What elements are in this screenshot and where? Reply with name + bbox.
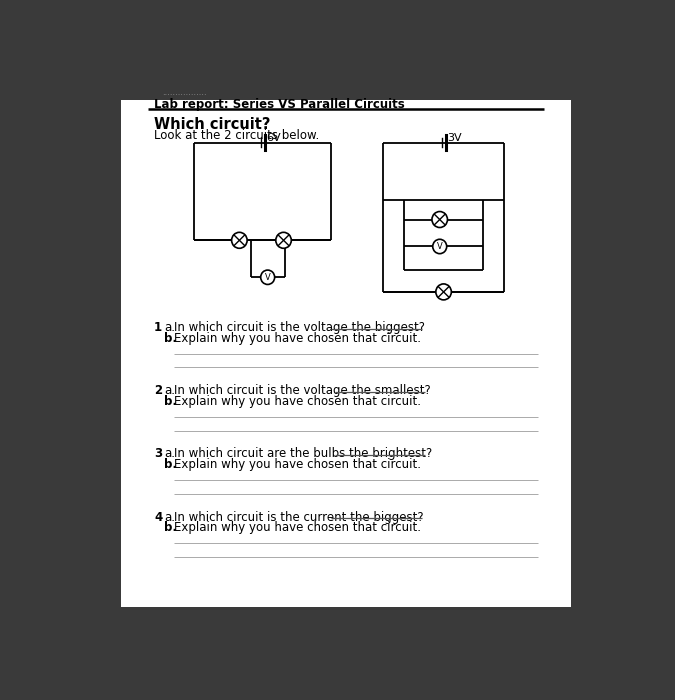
Text: In which circuit is the voltage the biggest?: In which circuit is the voltage the bigg…	[173, 321, 425, 334]
Text: Lab report: Series VS Parallel Circuits: Lab report: Series VS Parallel Circuits	[154, 98, 405, 111]
Text: 6V: 6V	[267, 133, 281, 144]
Text: 4: 4	[154, 510, 163, 524]
Text: b.: b.	[164, 332, 178, 345]
Text: Explain why you have chosen that circuit.: Explain why you have chosen that circuit…	[173, 395, 421, 408]
Text: a.: a.	[164, 384, 176, 398]
Text: 1: 1	[154, 321, 162, 334]
Text: .................: .................	[162, 88, 207, 97]
Circle shape	[232, 232, 247, 248]
Circle shape	[433, 239, 447, 253]
Text: 3: 3	[154, 447, 162, 461]
Text: Which circuit?: Which circuit?	[154, 117, 271, 132]
Text: Explain why you have chosen that circuit.: Explain why you have chosen that circuit…	[173, 458, 421, 471]
Text: b.: b.	[164, 522, 178, 534]
Text: In which circuit is the current the biggest?: In which circuit is the current the bigg…	[173, 510, 423, 524]
Text: V: V	[265, 273, 271, 282]
FancyBboxPatch shape	[121, 100, 571, 607]
Text: V: V	[437, 242, 443, 251]
Circle shape	[261, 270, 275, 284]
Circle shape	[436, 284, 452, 300]
Text: Look at the 2 circuits below.: Look at the 2 circuits below.	[154, 130, 319, 142]
Circle shape	[276, 232, 292, 248]
Text: a.: a.	[164, 447, 176, 461]
Text: a.: a.	[164, 321, 176, 334]
Text: In which circuit is the voltage the smallest?: In which circuit is the voltage the smal…	[173, 384, 430, 398]
Text: a.: a.	[164, 510, 176, 524]
Text: b.: b.	[164, 395, 178, 408]
Text: 3V: 3V	[448, 133, 462, 144]
Text: Explain why you have chosen that circuit.: Explain why you have chosen that circuit…	[173, 522, 421, 534]
Text: Explain why you have chosen that circuit.: Explain why you have chosen that circuit…	[173, 332, 421, 345]
Text: b.: b.	[164, 458, 178, 471]
Text: 2: 2	[154, 384, 162, 398]
Circle shape	[432, 211, 448, 228]
Text: In which circuit are the bulbs the brightest?: In which circuit are the bulbs the brigh…	[173, 447, 432, 461]
